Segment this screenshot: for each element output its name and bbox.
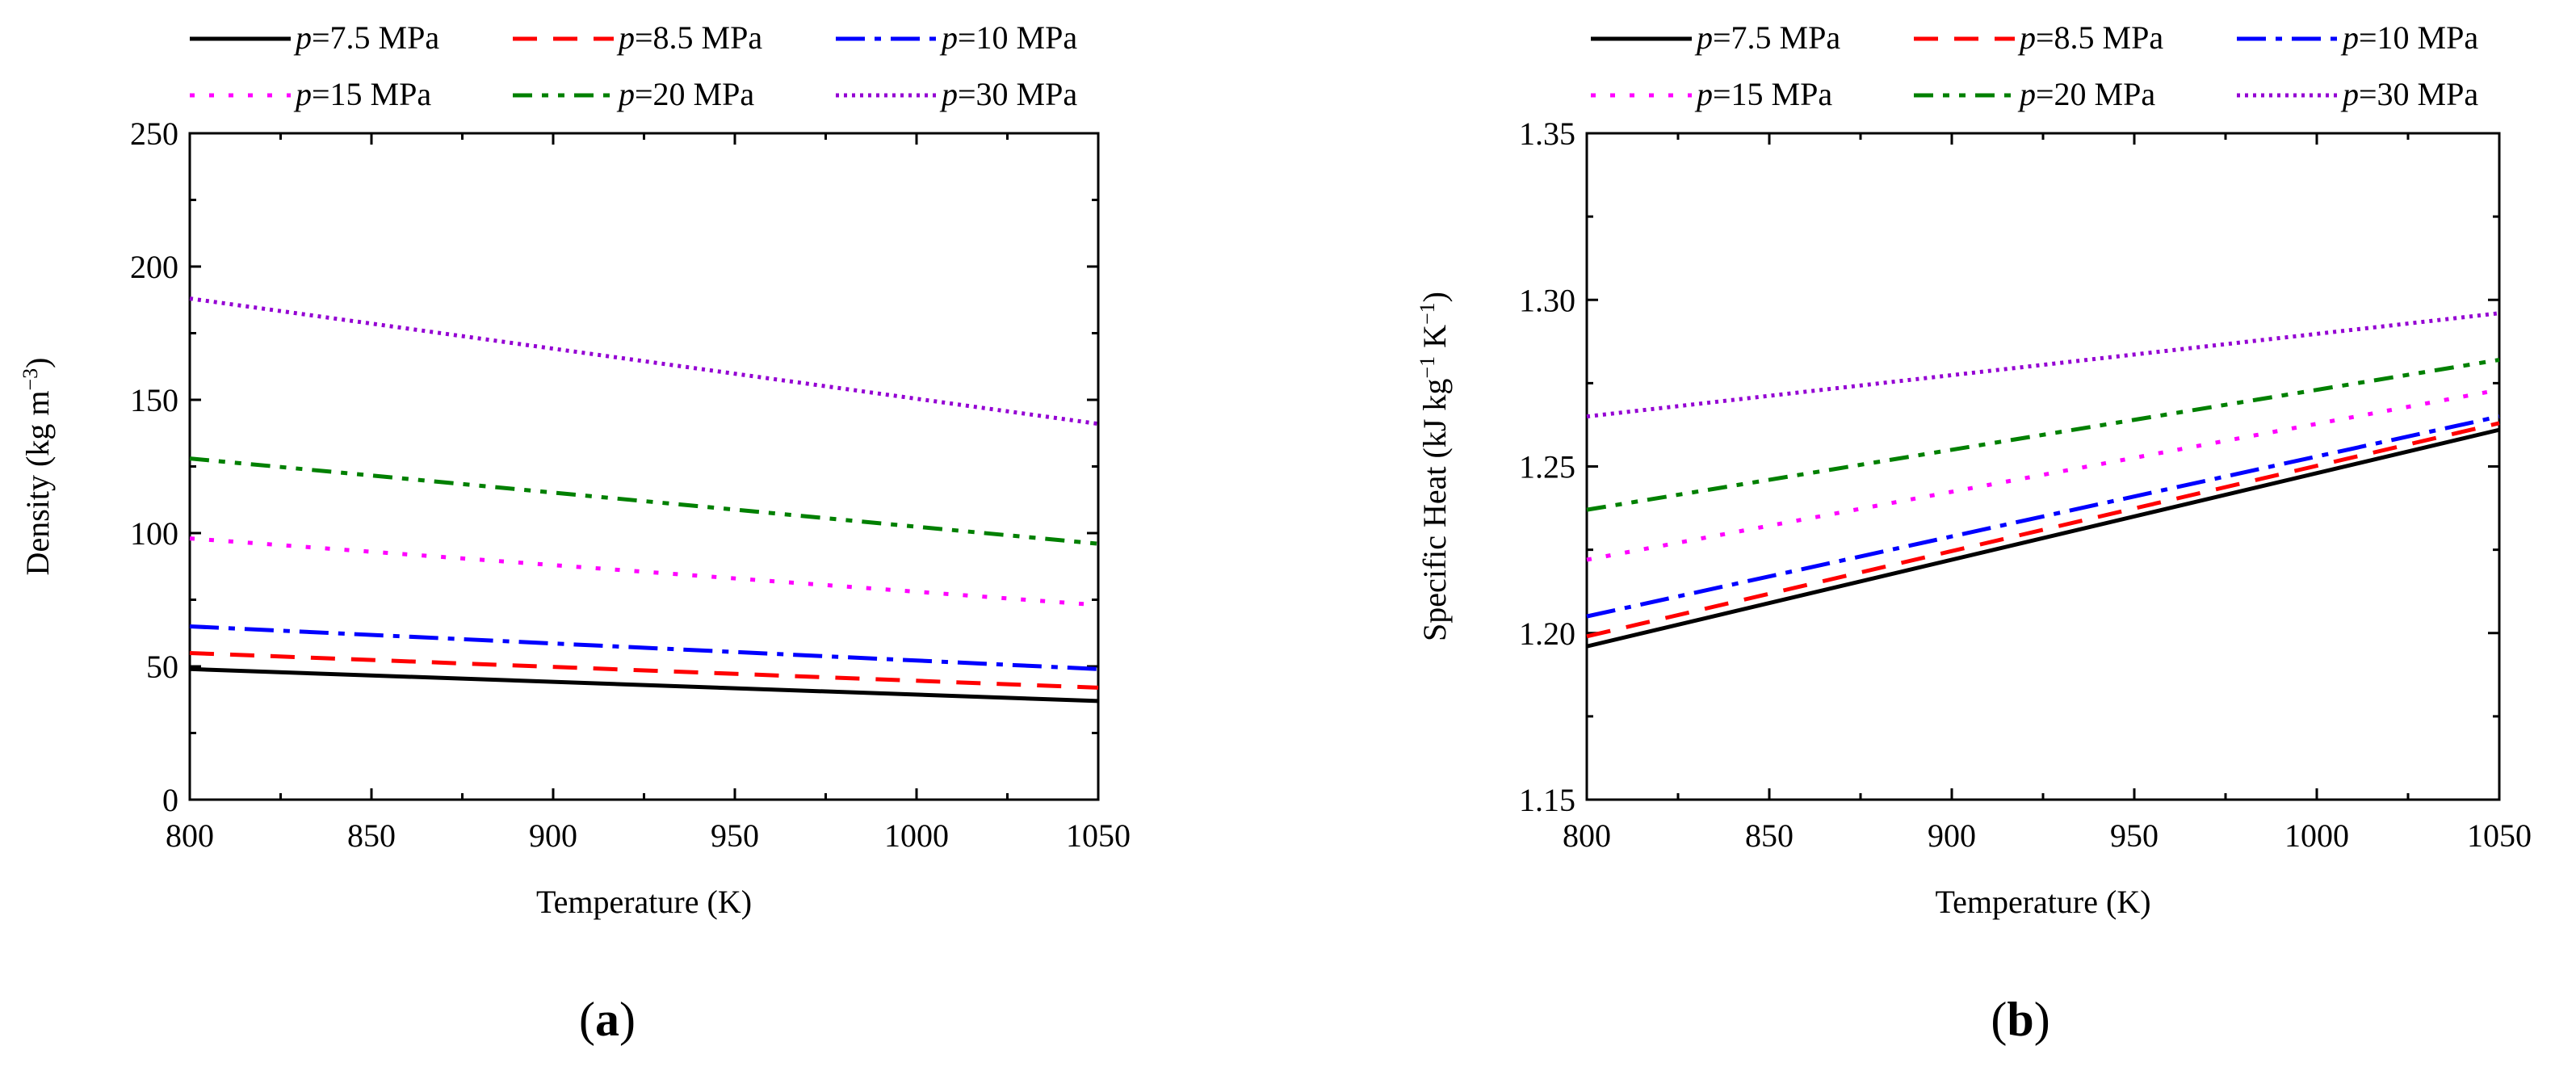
b-legend-entry: p=10 MPa xyxy=(2237,19,2478,56)
a-legend-entry: p=15 MPa xyxy=(190,76,431,112)
b-legend-label: p=20 MPa xyxy=(2017,76,2155,112)
b-plot-frame xyxy=(1585,132,2501,801)
a-y-tick-label: 150 xyxy=(130,382,178,418)
a-legend-label: p=30 MPa xyxy=(939,76,1077,112)
a-series-line xyxy=(189,666,1099,704)
b-legend-label: p=30 MPa xyxy=(2340,76,2478,112)
panel-a-label: (a) xyxy=(579,993,636,1046)
b-y-axis-title-part: −1 xyxy=(1416,356,1439,379)
b-y-axis-title-part: ) xyxy=(1416,292,1453,302)
a-y-axis-title-part: Density (kg m xyxy=(19,391,56,576)
a-x-axis-title: Temperature (K) xyxy=(536,884,752,920)
b-series-line xyxy=(1586,358,2500,512)
b-y-axis-title-part: Specific Heat (kJ kg xyxy=(1416,379,1453,641)
a-legend-label: p=15 MPa xyxy=(293,76,431,112)
a-x-tick-label: 950 xyxy=(711,817,759,854)
a-y-axis-title-part: ) xyxy=(19,358,56,368)
a-legend-label: p=20 MPa xyxy=(616,76,754,112)
b-y-axis-title-part: −1 xyxy=(1416,302,1439,325)
b-y-axis-title-part: K xyxy=(1416,325,1453,356)
a-plot-frame xyxy=(188,132,1100,801)
b-x-tick-label: 950 xyxy=(2110,817,2159,854)
a-legend-entry: p=8.5 MPa xyxy=(513,19,762,56)
a-y-tick-label: 100 xyxy=(130,515,178,552)
b-y-axis-title: Specific Heat (kJ kg−1 K−1) xyxy=(1416,292,1454,641)
b-series-line xyxy=(1586,421,2500,639)
a-legend-entry: p=7.5 MPa xyxy=(190,19,439,56)
a-legend-entry: p=10 MPa xyxy=(836,19,1077,56)
b-series-line xyxy=(1586,388,2500,562)
panel-a-density-chart: 800 850 900 950 1000 1050 0 50 100 150 200 250 Tempe… xyxy=(19,19,1131,920)
a-legend-entry: p=30 MPa xyxy=(836,76,1077,112)
b-legend-entry: p=30 MPa xyxy=(2237,76,2478,112)
b-legend-label: p=15 MPa xyxy=(1694,76,1832,112)
a-series-line xyxy=(189,296,1099,426)
a-y-axis-title: Density (kg m−3) xyxy=(19,358,57,576)
b-y-tick-label: 1.15 xyxy=(1519,782,1575,818)
b-x-tick-label: 1000 xyxy=(2284,817,2349,854)
b-x-tick-label: 800 xyxy=(1563,817,1611,854)
b-x-axis-title: Temperature (K) xyxy=(1935,884,2150,920)
b-y-tick-label: 1.25 xyxy=(1519,449,1575,485)
b-x-tick-label: 900 xyxy=(1928,817,1976,854)
a-series-line xyxy=(189,456,1099,546)
a-y-tick-label: 50 xyxy=(146,649,178,685)
b-x-tick-label: 850 xyxy=(1745,817,1794,854)
a-y-axis-title-part: −3 xyxy=(19,368,42,391)
b-legend-label: p=8.5 MPa xyxy=(2017,19,2163,56)
a-y-tick-label: 200 xyxy=(130,249,178,285)
a-series-line xyxy=(189,536,1099,607)
panel-b-label: (b) xyxy=(1991,993,2049,1046)
b-legend-entry: p=8.5 MPa xyxy=(1914,19,2163,56)
a-legend-label: p=7.5 MPa xyxy=(293,19,439,56)
a-legend-entry: p=20 MPa xyxy=(513,76,754,112)
a-y-tick-label: 250 xyxy=(130,116,178,152)
a-legend-label: p=10 MPa xyxy=(939,19,1077,56)
b-series-line xyxy=(1586,427,2500,649)
b-y-tick-label: 1.30 xyxy=(1519,282,1575,318)
a-x-tick-label: 900 xyxy=(529,817,577,854)
a-series-line xyxy=(189,624,1099,671)
panel-b-specific-heat-chart: 800 850 900 950 1000 1050 1.15 1.20 1.25 1.30 1.35… xyxy=(1416,19,2532,920)
b-series-line xyxy=(1586,311,2500,419)
a-series-line xyxy=(189,651,1099,690)
b-series-line xyxy=(1586,414,2500,619)
b-x-tick-label: 1050 xyxy=(2467,817,2532,854)
a-x-tick-label: 850 xyxy=(347,817,396,854)
a-x-tick-label: 1050 xyxy=(1066,817,1131,854)
b-legend-label: p=10 MPa xyxy=(2340,19,2478,56)
a-legend-label: p=8.5 MPa xyxy=(616,19,762,56)
b-legend-entry: p=20 MPa xyxy=(1914,76,2155,112)
b-legend-label: p=7.5 MPa xyxy=(1694,19,1840,56)
a-x-tick-label: 800 xyxy=(166,817,214,854)
b-y-tick-label: 1.35 xyxy=(1519,116,1575,152)
b-y-tick-label: 1.20 xyxy=(1519,615,1575,652)
b-legend-entry: p=15 MPa xyxy=(1591,76,1832,112)
b-legend-entry: p=7.5 MPa xyxy=(1591,19,1840,56)
a-y-tick-label: 0 xyxy=(162,782,178,818)
a-x-tick-label: 1000 xyxy=(884,817,949,854)
